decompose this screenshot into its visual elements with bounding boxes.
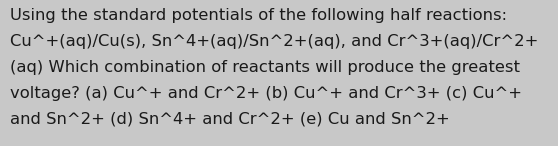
Text: voltage? (a) Cu^+ and Cr^2+ (b) Cu^+ and Cr^3+ (c) Cu^+: voltage? (a) Cu^+ and Cr^2+ (b) Cu^+ and… (10, 86, 522, 101)
Text: Cu^+(aq)/Cu(s), Sn^4+(aq)/Sn^2+(aq), and Cr^3+(aq)/Cr^2+: Cu^+(aq)/Cu(s), Sn^4+(aq)/Sn^2+(aq), and… (10, 34, 538, 49)
Text: Using the standard potentials of the following half reactions:: Using the standard potentials of the fol… (10, 8, 507, 23)
Text: (aq) Which combination of reactants will produce the greatest: (aq) Which combination of reactants will… (10, 60, 520, 75)
Text: and Sn^2+ (d) Sn^4+ and Cr^2+ (e) Cu and Sn^2+: and Sn^2+ (d) Sn^4+ and Cr^2+ (e) Cu and… (10, 112, 450, 127)
